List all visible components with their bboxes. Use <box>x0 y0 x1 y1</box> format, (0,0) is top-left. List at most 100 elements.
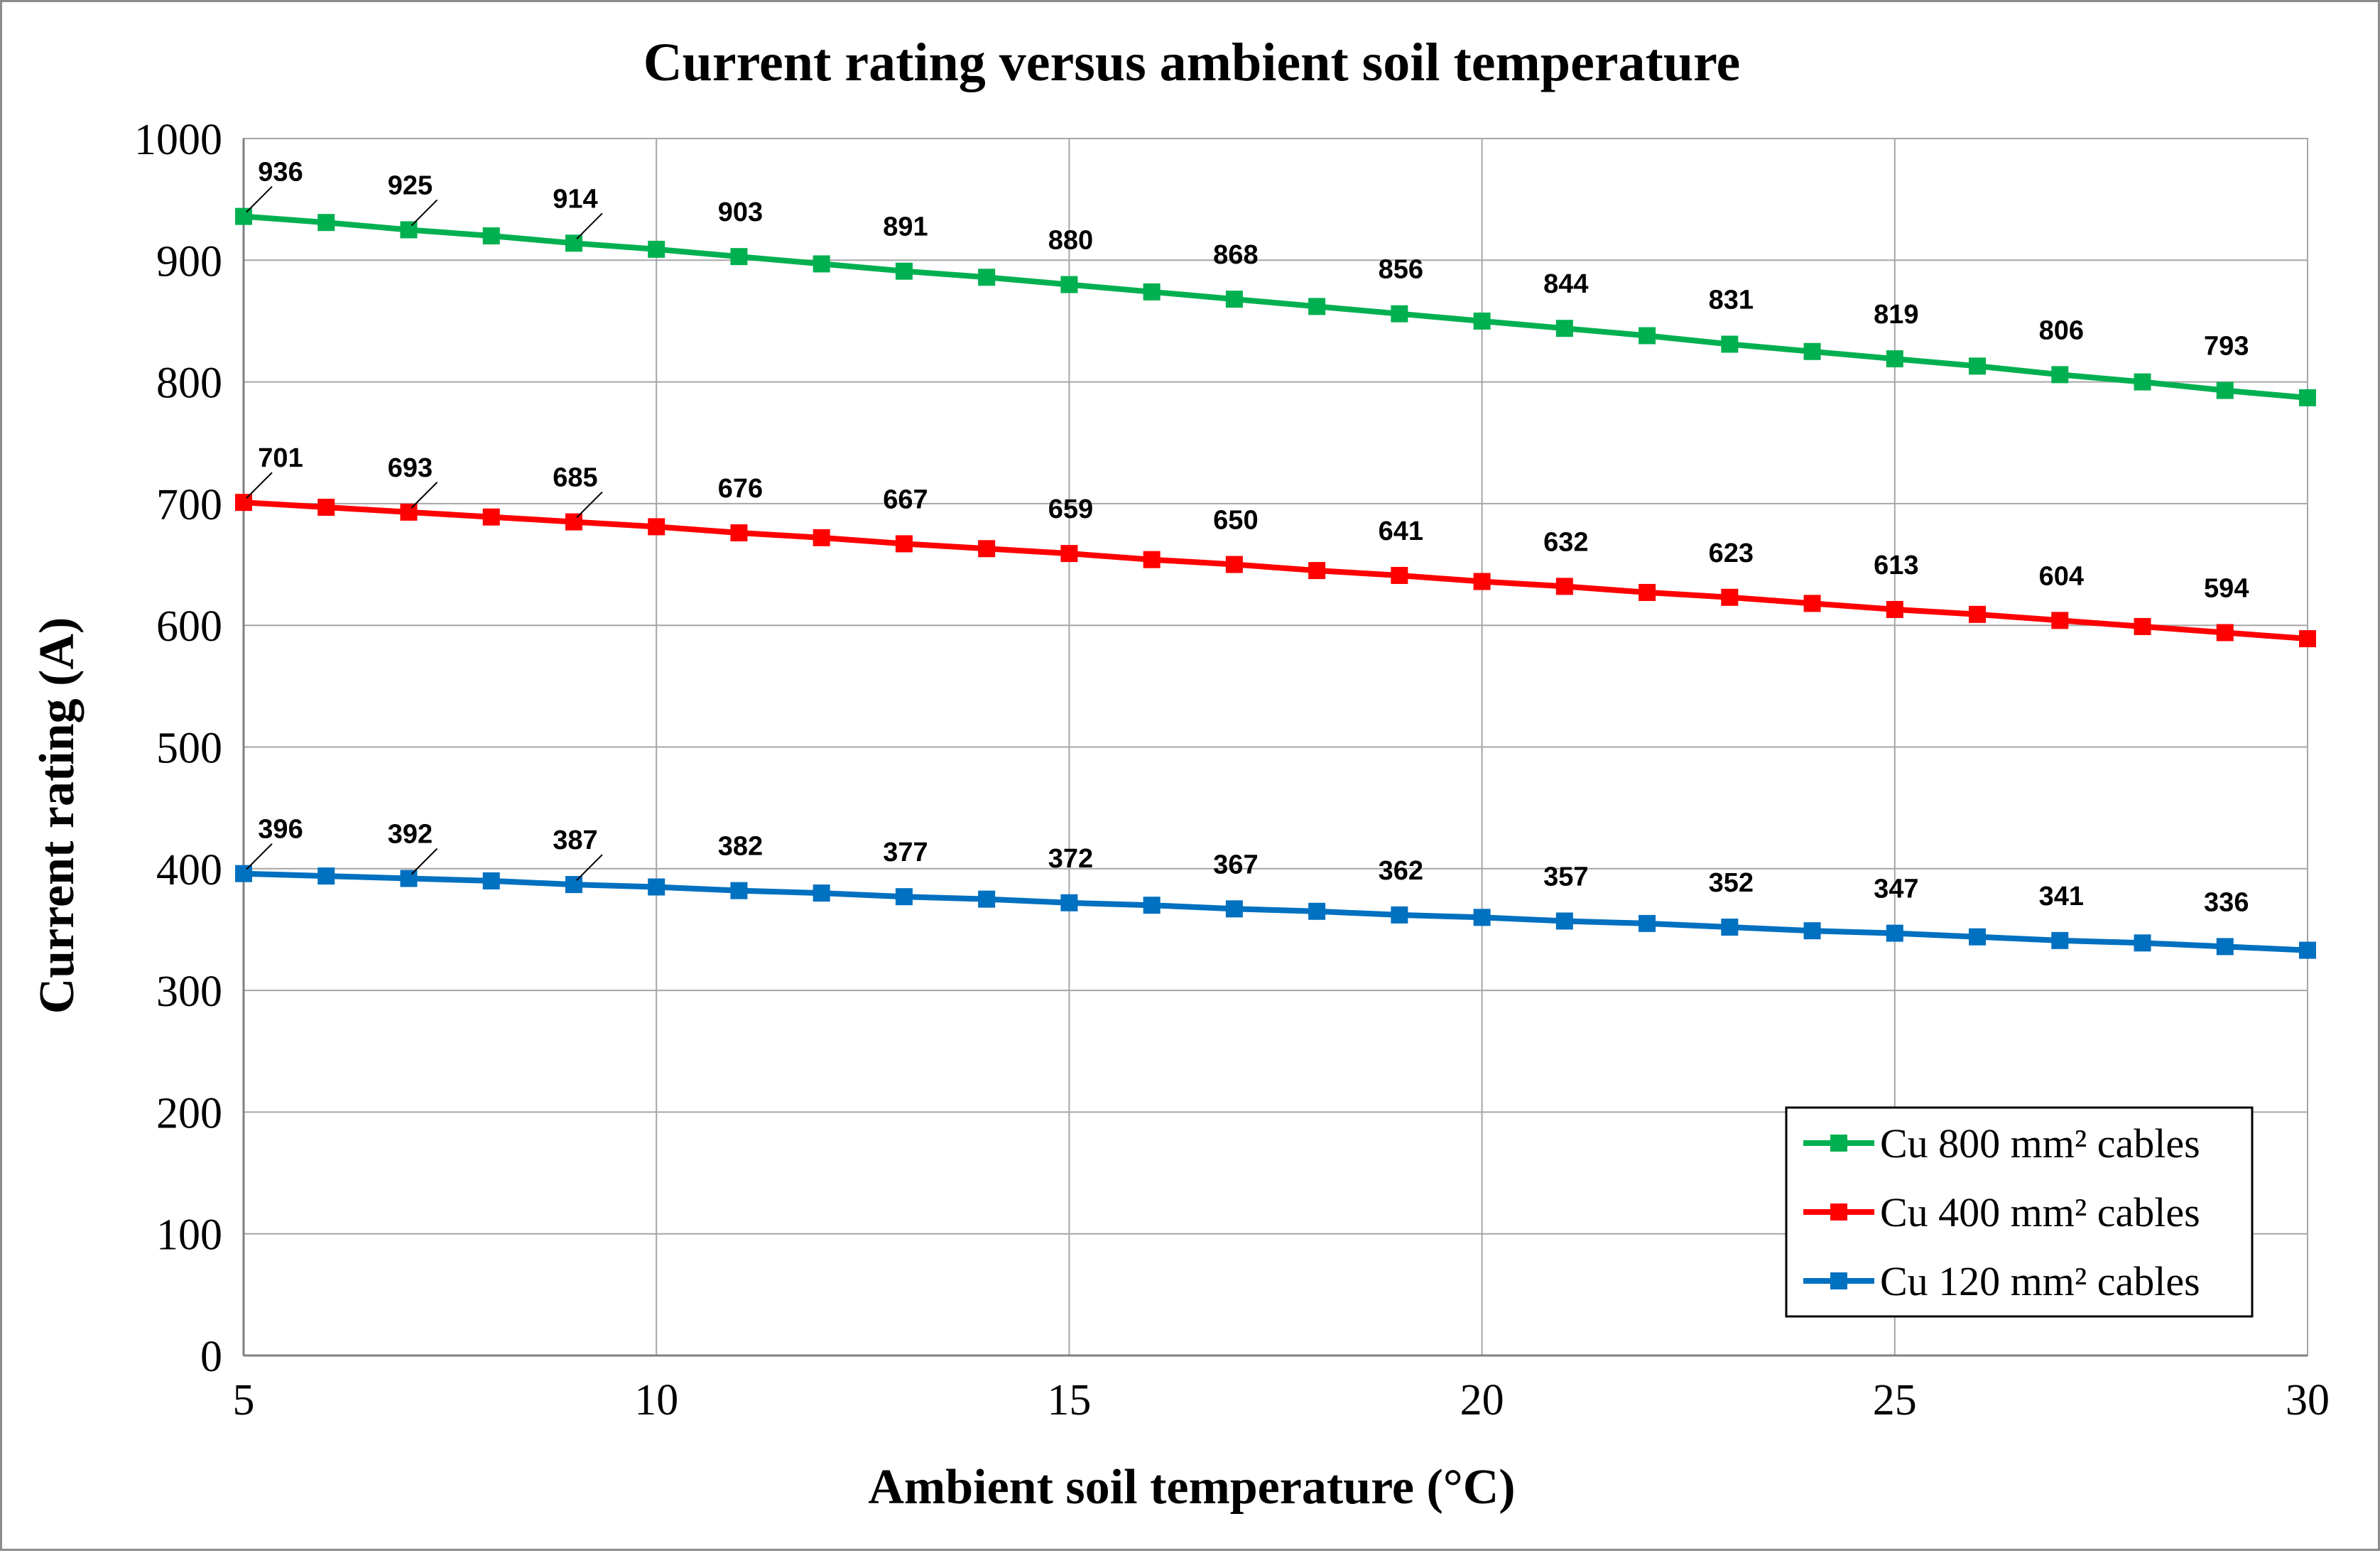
data-point-marker <box>1555 320 1573 337</box>
data-label: 632 <box>1543 527 1588 557</box>
y-axis-title: Current rating (A) <box>30 617 85 1014</box>
data-point-marker <box>235 494 252 512</box>
data-point-marker <box>813 529 830 546</box>
x-tick-label: 20 <box>1460 1376 1504 1424</box>
data-point-marker <box>1308 902 1326 920</box>
data-point-marker <box>1555 912 1573 930</box>
data-point-marker <box>565 513 582 531</box>
y-tick-label: 300 <box>156 968 222 1016</box>
data-point-marker <box>2299 630 2316 648</box>
data-label-leader <box>576 212 603 240</box>
data-label-leader <box>246 472 273 499</box>
data-point-marker <box>1803 922 1821 940</box>
data-point-marker <box>730 524 748 542</box>
data-point-marker <box>1391 305 1408 323</box>
data-label: 396 <box>258 815 303 845</box>
data-point-marker <box>235 207 252 225</box>
data-point-marker <box>1060 545 1078 563</box>
data-point-marker <box>2216 624 2234 642</box>
legend-label-2: Cu 400 mm² cables <box>1880 1189 2200 1235</box>
data-label-leader <box>246 185 273 213</box>
data-point-marker <box>1391 906 1408 924</box>
data-label: 676 <box>718 474 763 504</box>
data-point-marker <box>1143 551 1161 568</box>
data-point-marker <box>235 865 252 882</box>
data-point-marker <box>978 540 996 558</box>
data-label: 623 <box>1709 539 1754 568</box>
data-point-marker <box>895 262 913 280</box>
data-point-marker <box>1721 335 1739 353</box>
data-point-marker <box>1886 600 1903 618</box>
x-tick-label: 25 <box>1873 1376 1917 1424</box>
data-label: 685 <box>553 463 597 493</box>
y-tick-label: 1000 <box>134 116 222 164</box>
data-point-marker <box>2134 373 2151 391</box>
data-point-marker <box>2299 389 2316 406</box>
legend: Cu 800 mm² cables Cu 400 mm² cables Cu 120… <box>1785 1106 2254 1318</box>
data-point-marker <box>400 870 418 887</box>
axes: 0 100 200 300 400 500 600 700 800 900 1000 5 10 15 20 2… <box>134 116 2330 1424</box>
data-point-marker <box>1969 357 1987 375</box>
x-tick-label: 15 <box>1047 1376 1091 1424</box>
data-label: 856 <box>1379 255 1423 285</box>
data-label: 347 <box>1874 875 1918 904</box>
data-label: 362 <box>1379 856 1423 886</box>
data-point-marker <box>1969 928 1987 946</box>
data-point-marker <box>2216 938 2234 956</box>
series-line-1 <box>243 213 2308 401</box>
data-label: 659 <box>1048 494 1093 524</box>
data-label: 357 <box>1543 862 1588 892</box>
data-point-marker <box>895 888 913 906</box>
data-label-leader <box>411 482 438 509</box>
data-label: 377 <box>883 838 928 867</box>
data-label-leader <box>576 491 603 519</box>
data-point-marker <box>482 872 500 889</box>
data-label: 392 <box>388 820 433 850</box>
data-point-marker <box>1803 595 1821 612</box>
data-label: 936 <box>258 158 303 188</box>
data-point-marker <box>978 269 996 286</box>
data-point-marker <box>648 878 665 896</box>
data-label: 341 <box>2039 882 2084 911</box>
data-label: 382 <box>718 832 763 862</box>
data-label: 925 <box>388 171 433 200</box>
data-point-marker <box>1308 298 1326 315</box>
data-label-leader <box>411 199 438 227</box>
data-point-marker <box>1886 350 1903 368</box>
legend-marker-1 <box>1830 1135 1847 1152</box>
data-point-marker <box>1225 291 1243 308</box>
data-point-marker <box>813 255 830 273</box>
legend-marker-2 <box>1830 1203 1847 1221</box>
data-label: 667 <box>883 485 928 514</box>
data-point-marker <box>565 876 582 894</box>
y-tick-label: 0 <box>200 1333 222 1381</box>
data-point-marker <box>1225 900 1243 918</box>
data-label: 352 <box>1709 868 1754 898</box>
data-point-marker <box>895 535 913 553</box>
data-label: 613 <box>1874 551 1918 580</box>
data-point-marker <box>813 884 830 902</box>
data-point-marker <box>1473 312 1491 330</box>
data-label: 693 <box>388 453 433 483</box>
data-label: 880 <box>1048 226 1093 256</box>
y-tick-label: 200 <box>156 1089 222 1137</box>
data-labels: 936 925 914 903 891 880 868 856 844 831 819 806 793 7… <box>246 158 2249 917</box>
data-point-marker <box>1143 897 1161 914</box>
x-axis-title: Ambient soil temperature (°C) <box>868 1460 1515 1515</box>
data-label: 701 <box>258 443 303 473</box>
data-point-marker <box>482 227 500 245</box>
y-tick-label: 500 <box>156 725 222 773</box>
data-point-marker <box>648 518 665 536</box>
data-point-marker <box>648 240 665 258</box>
data-label: 819 <box>1874 300 1918 330</box>
x-tick-label: 30 <box>2286 1376 2330 1424</box>
chart-title: Current rating versus ambient soil tempe… <box>643 33 1740 92</box>
y-tick-label: 700 <box>156 481 222 529</box>
data-label: 594 <box>2204 573 2249 603</box>
data-label: 336 <box>2204 887 2249 917</box>
data-point-marker <box>317 214 335 232</box>
data-point-marker <box>1143 283 1161 301</box>
data-point-marker <box>1308 562 1326 580</box>
data-label: 793 <box>2204 332 2249 362</box>
